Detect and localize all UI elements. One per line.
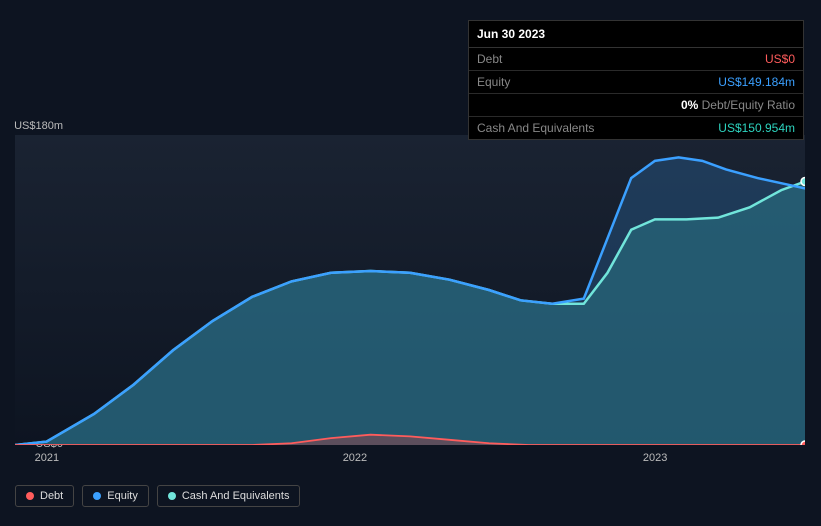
ratio-label: Debt/Equity Ratio bbox=[698, 98, 795, 112]
x-tick-label: 2021 bbox=[35, 452, 59, 464]
tooltip-date: Jun 30 2023 bbox=[469, 21, 803, 48]
tooltip-row: Equity US$149.184m bbox=[469, 71, 803, 94]
tooltip-row: Debt US$0 bbox=[469, 48, 803, 71]
area-chart bbox=[15, 135, 805, 445]
legend-dot-icon bbox=[93, 492, 101, 500]
legend-label: Debt bbox=[40, 490, 63, 502]
chart-area: US$180m US$0 202120222023 bbox=[15, 125, 805, 445]
tooltip-value: US$150.954m bbox=[718, 121, 795, 135]
legend-dot-icon bbox=[26, 492, 34, 500]
legend-item-cash-and-equivalents[interactable]: Cash And Equivalents bbox=[157, 485, 301, 507]
tooltip-label: Cash And Equivalents bbox=[477, 121, 594, 135]
x-tick-label: 2022 bbox=[343, 452, 367, 464]
tooltip-label: Equity bbox=[477, 75, 510, 89]
legend-dot-icon bbox=[168, 492, 176, 500]
tooltip-value: US$0 bbox=[765, 52, 795, 66]
tooltip-value: US$149.184m bbox=[718, 75, 795, 89]
y-tick-max: US$180m bbox=[14, 120, 63, 132]
legend-label: Equity bbox=[107, 490, 138, 502]
marker bbox=[801, 178, 805, 186]
tooltip-label: Debt bbox=[477, 52, 502, 66]
chart-legend: Debt Equity Cash And Equivalents bbox=[15, 485, 300, 507]
tooltip-row: Cash And Equivalents US$150.954m bbox=[469, 117, 803, 139]
x-tick-label: 2023 bbox=[643, 452, 667, 464]
legend-label: Cash And Equivalents bbox=[182, 490, 290, 502]
ratio-percent: 0% bbox=[681, 98, 698, 112]
legend-item-equity[interactable]: Equity bbox=[82, 485, 149, 507]
data-tooltip: Jun 30 2023 Debt US$0 Equity US$149.184m 0% … bbox=[468, 20, 804, 140]
legend-item-debt[interactable]: Debt bbox=[15, 485, 74, 507]
tooltip-row: 0% Debt/Equity Ratio bbox=[469, 94, 803, 117]
